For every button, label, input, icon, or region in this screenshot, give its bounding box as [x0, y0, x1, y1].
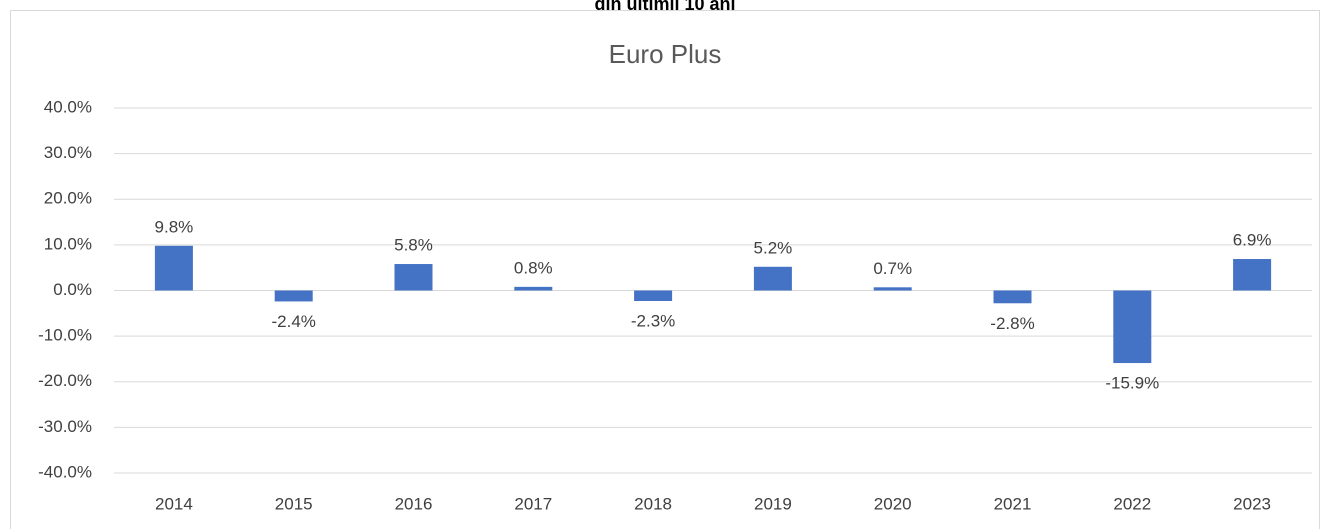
x-tick-label: 2015	[275, 494, 313, 513]
x-tick-label: 2021	[994, 494, 1032, 513]
x-tick-label: 2023	[1233, 494, 1271, 513]
data-label: -2.4%	[271, 312, 315, 331]
data-label: 5.8%	[394, 236, 433, 255]
y-tick-label: 30.0%	[44, 143, 92, 162]
y-tick-label: -30.0%	[38, 417, 92, 436]
data-label: 5.2%	[754, 238, 793, 257]
y-tick-label: 20.0%	[44, 189, 92, 208]
y-tick-label: 10.0%	[44, 234, 92, 253]
x-tick-label: 2014	[155, 494, 193, 513]
chart-frame	[10, 10, 1320, 529]
y-tick-label: -40.0%	[38, 462, 92, 481]
data-label: -2.3%	[631, 311, 675, 330]
bar	[154, 245, 193, 291]
y-tick-label: 0.0%	[53, 280, 92, 299]
data-label: 6.9%	[1233, 231, 1272, 250]
bar	[274, 290, 313, 302]
bar	[394, 264, 433, 291]
x-tick-label: 2017	[514, 494, 552, 513]
bar	[514, 286, 553, 291]
data-label: 9.8%	[155, 217, 194, 236]
x-tick-label: 2020	[874, 494, 912, 513]
data-label: -15.9%	[1105, 374, 1159, 393]
x-tick-label: 2016	[395, 494, 433, 513]
data-label: 0.7%	[873, 259, 912, 278]
bar	[1233, 259, 1272, 291]
y-tick-label: 40.0%	[44, 97, 92, 116]
data-label: -2.8%	[990, 314, 1034, 333]
bar	[873, 287, 912, 291]
y-tick-label: -20.0%	[38, 371, 92, 390]
y-tick-label: -10.0%	[38, 326, 92, 345]
bar	[1113, 290, 1152, 364]
x-tick-label: 2019	[754, 494, 792, 513]
x-tick-label: 2018	[634, 494, 672, 513]
bar	[993, 290, 1032, 304]
chart-title: Euro Plus	[609, 39, 722, 69]
bar	[753, 266, 792, 291]
x-tick-label: 2022	[1113, 494, 1151, 513]
caption: din ultimii 10 ani	[594, 0, 735, 14]
bar	[634, 290, 673, 301]
data-label: 0.8%	[514, 258, 553, 277]
